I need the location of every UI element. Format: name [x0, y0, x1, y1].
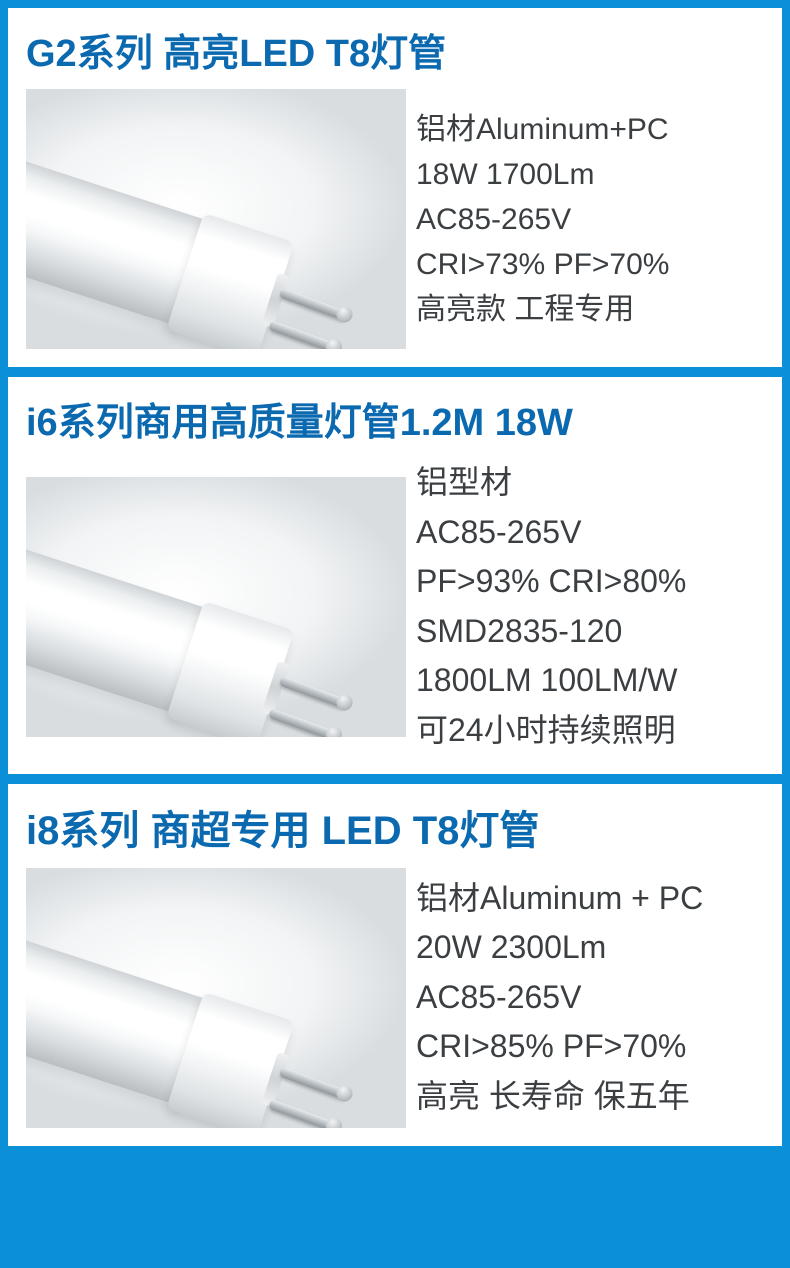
card-body: 铝材Aluminum+PC 18W 1700Lm AC85-265V CRI>7…: [26, 89, 764, 349]
spec-line: 铝材Aluminum + PC: [416, 874, 764, 924]
spec-line: 高亮 长寿命 保五年: [416, 1072, 764, 1122]
spec-line: SMD2835-120: [416, 607, 764, 657]
spec-list: 铝型材 AC85-265V PF>93% CRI>80% SMD2835-120…: [416, 458, 764, 756]
product-card-i8: i8系列 商超专用 LED T8灯管 铝材Aluminum + PC 20W 2…: [8, 784, 782, 1146]
card-body: 铝材Aluminum + PC 20W 2300Lm AC85-265V CRI…: [26, 868, 764, 1128]
product-image: [26, 868, 406, 1128]
spec-line: 20W 2300Lm: [416, 923, 764, 973]
spec-line: 1800LM 100LM/W: [416, 656, 764, 706]
spec-line: 铝型材: [416, 458, 764, 508]
card-title: i8系列 商超专用 LED T8灯管: [26, 798, 764, 856]
spec-line: 铝材Aluminum+PC: [416, 107, 764, 152]
spec-line: 高亮款 工程专用: [416, 287, 764, 332]
card-body: 铝型材 AC85-265V PF>93% CRI>80% SMD2835-120…: [26, 458, 764, 756]
card-title: G2系列 高亮LED T8灯管: [26, 22, 764, 77]
spec-line: AC85-265V: [416, 973, 764, 1023]
product-image: [26, 89, 406, 349]
spec-line: CRI>85% PF>70%: [416, 1022, 764, 1072]
spec-line: PF>93% CRI>80%: [416, 557, 764, 607]
spec-list: 铝材Aluminum + PC 20W 2300Lm AC85-265V CRI…: [416, 874, 764, 1122]
spec-line: AC85-265V: [416, 197, 764, 242]
product-image: [26, 477, 406, 737]
spec-line: AC85-265V: [416, 508, 764, 558]
spec-line: 18W 1700Lm: [416, 152, 764, 197]
card-title: i6系列商用高质量灯管1.2M 18W: [26, 391, 764, 446]
spec-list: 铝材Aluminum+PC 18W 1700Lm AC85-265V CRI>7…: [416, 107, 764, 332]
spec-line: 可24小时持续照明: [416, 706, 764, 756]
product-card-i6: i6系列商用高质量灯管1.2M 18W 铝型材 AC85-265V PF>93%…: [8, 377, 782, 774]
spec-line: CRI>73% PF>70%: [416, 242, 764, 287]
product-card-g2: G2系列 高亮LED T8灯管 铝材Aluminum+PC 18W 1700Lm…: [8, 8, 782, 367]
